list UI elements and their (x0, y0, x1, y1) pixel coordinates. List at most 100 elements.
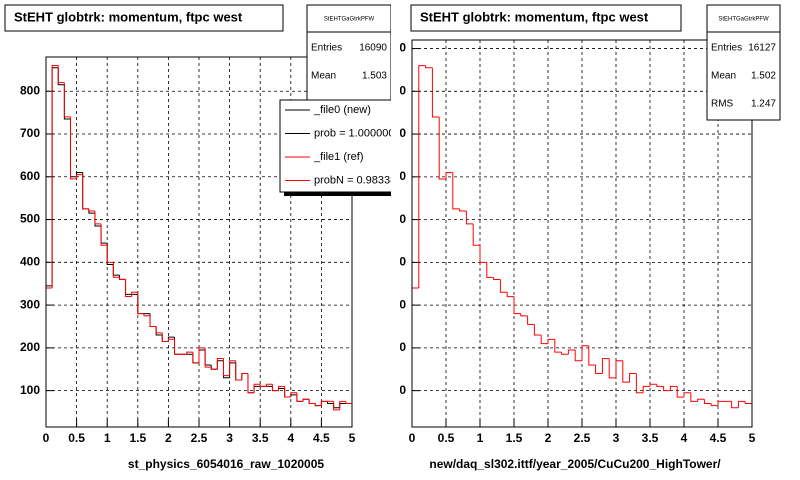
histogram-bin (198, 347, 206, 363)
histogram-bin (629, 373, 637, 383)
histogram-bin (527, 315, 535, 325)
histogram-bin (216, 358, 224, 370)
histogram-bin (493, 277, 501, 280)
x-tick-label: 2.5 (574, 431, 591, 445)
stats-value: 1.247 (751, 99, 776, 110)
x-tick-label: 5 (349, 431, 356, 445)
histogram-bin (452, 172, 460, 210)
plot-frame (45, 56, 353, 428)
histogram-bin (690, 392, 698, 402)
histogram-bin (561, 352, 569, 355)
x-tick-label: 3.5 (252, 431, 269, 445)
x-tick-label: 3 (613, 431, 620, 445)
histogram-bin (155, 326, 163, 334)
histogram-bin (149, 315, 157, 327)
histogram-bin (235, 360, 242, 381)
histogram-bin (703, 399, 712, 404)
histogram-bin (595, 364, 603, 375)
histogram-bin (100, 223, 108, 246)
stats-value: 1.503 (362, 71, 387, 82)
histogram-bin (76, 174, 83, 179)
histogram-bin (465, 211, 474, 225)
x-tick-label: 3.5 (642, 431, 659, 445)
x-tick-label: 4.5 (710, 431, 727, 445)
y-tick-label: 600 (20, 169, 40, 183)
y-tick-label: 300 (386, 297, 406, 311)
histogram-bin (540, 335, 548, 345)
histogram-bin (106, 245, 114, 263)
histogram-bin (339, 400, 346, 410)
histogram-bin (554, 339, 562, 353)
histogram-bin (296, 392, 304, 402)
histogram-bin (222, 358, 230, 377)
x-tick-label: 5 (749, 431, 756, 445)
y-tick-label: 700 (386, 126, 406, 140)
y-tick-label: 700 (20, 126, 40, 140)
histogram-bin (499, 279, 508, 293)
histogram-bin (333, 401, 340, 411)
histogram-bin (520, 313, 528, 317)
histogram-bin (547, 338, 555, 344)
title-box (4, 4, 284, 32)
histogram-bin (622, 360, 630, 383)
y-tick-label: 200 (386, 340, 406, 354)
histogram-bin (418, 65, 426, 289)
panel: 100 200 300 400 500 600 700 800 900 0 0.5 1 1.5 2 2.5 3… (386, 4, 781, 471)
histogram-bin (513, 296, 521, 315)
histogram-bin (186, 351, 193, 355)
histogram-bin (82, 174, 89, 210)
stats-label: Mean (711, 71, 736, 82)
histogram-bin (615, 360, 623, 378)
histogram-bin (320, 400, 328, 406)
legend-label: prob = 1.000000 (314, 127, 394, 139)
title-box (410, 4, 682, 32)
histogram-bin (51, 65, 59, 288)
histogram-bin (533, 324, 542, 336)
stats-label: Mean (311, 71, 336, 82)
histogram-bin (588, 345, 596, 366)
histogram-bin (717, 400, 725, 406)
histogram-bin (174, 339, 181, 355)
stats-label: Entries (711, 43, 742, 54)
x-tick-label: 4.5 (313, 431, 330, 445)
x-tick-label: 2 (545, 431, 552, 445)
stats-box (706, 4, 781, 121)
y-tick-label: 100 (20, 383, 40, 397)
legend-label: _file1 (ref) (313, 151, 364, 163)
histogram-bin (683, 392, 691, 398)
y-tick-label: 500 (386, 212, 406, 226)
histogram-bin (167, 338, 175, 342)
y-tick-label: 800 (386, 83, 406, 97)
histogram-bin (581, 345, 589, 361)
chart-title: StEHT globtrk: momentum, ftpc west (420, 9, 649, 24)
histogram-bin (459, 208, 467, 212)
histogram-bin (731, 401, 739, 409)
histogram-bin (94, 210, 102, 225)
histogram-bin (656, 384, 664, 387)
histogram-bin (697, 398, 705, 402)
histogram-bin (63, 82, 71, 118)
histogram-bin (69, 116, 77, 180)
histogram-bin (229, 360, 236, 376)
y-tick-label: 100 (386, 383, 406, 397)
histogram-bin (241, 373, 248, 380)
y-tick-label: 800 (20, 83, 40, 97)
histogram-bin (486, 262, 494, 278)
y-tick-label: 400 (386, 255, 406, 269)
histogram-bin (710, 403, 718, 407)
histogram-bin (161, 332, 169, 342)
histogram-bin (265, 383, 273, 387)
histogram-bin (308, 399, 316, 404)
histogram-bin (472, 223, 480, 246)
y-tick-label: 900 (386, 41, 406, 55)
histogram-bin (506, 292, 514, 298)
y-tick-label: 200 (20, 340, 40, 354)
histogram-bin (210, 367, 218, 370)
y-tick-label: 300 (20, 297, 40, 311)
histogram-bin (669, 385, 678, 391)
histogram-bin (431, 67, 440, 118)
histogram-bin (649, 383, 657, 387)
histogram-bin (327, 401, 334, 404)
histogram-bin (290, 392, 297, 398)
